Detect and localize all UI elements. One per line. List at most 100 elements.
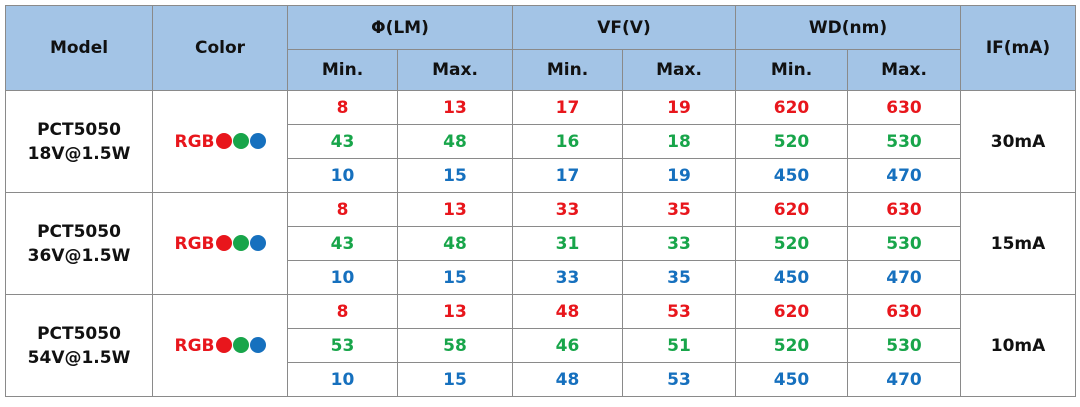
header-cell: Model — [5, 5, 153, 91]
value-cell: 17 — [512, 90, 623, 125]
model-cell: PCT5050 54V@1.5W — [5, 294, 153, 397]
model-text: PCT5050 — [37, 119, 121, 140]
value-cell: 450 — [735, 158, 848, 193]
color-text: RGB — [174, 131, 215, 152]
body-row: 43 48 31 33 520 530 — [6, 226, 1076, 261]
model-text: 54V@1.5W — [27, 347, 131, 368]
value-cell: 51 — [622, 328, 736, 363]
value-cell: 530 — [847, 124, 961, 159]
value-cell: 8 — [287, 90, 398, 125]
value-cell: 13 — [397, 294, 513, 329]
header-group: WD(nm) — [735, 5, 961, 50]
value-cell: 8 — [287, 192, 398, 227]
value-cell: 48 — [397, 226, 513, 261]
model-text: PCT5050 — [37, 323, 121, 344]
color-dot — [232, 132, 249, 149]
color-dot — [249, 336, 266, 353]
color-cell: RGB — [152, 90, 288, 193]
header-sub: Min. — [735, 49, 848, 91]
value-cell: 46 — [512, 328, 623, 363]
value-cell: 10 — [287, 158, 398, 193]
color-text: RGB — [174, 335, 215, 356]
model-text: 36V@1.5W — [27, 245, 131, 266]
value-cell: 470 — [847, 362, 961, 397]
value-cell: 8 — [287, 294, 398, 329]
value-cell: 33 — [512, 192, 623, 227]
value-cell: 35 — [622, 192, 736, 227]
header-group: VF(V) — [512, 5, 736, 50]
body-row: 43 48 16 18 520 530 — [6, 124, 1076, 159]
value-cell: 19 — [622, 90, 736, 125]
current-cell: 10mA — [960, 294, 1076, 397]
value-cell: 10 — [287, 362, 398, 397]
value-cell: 19 — [622, 158, 736, 193]
color-dot — [215, 132, 232, 149]
model-cell: PCT5050 18V@1.5W — [5, 90, 153, 193]
color-dot — [215, 234, 232, 251]
value-cell: 53 — [622, 362, 736, 397]
header-sub: Max. — [397, 49, 513, 91]
value-cell: 35 — [622, 260, 736, 295]
color-dot — [249, 234, 266, 251]
current-cell: 15mA — [960, 192, 1076, 295]
color-cell: RGB — [152, 192, 288, 295]
color-dot — [249, 132, 266, 149]
header-row: Model Color Φ(LM) VF(V) WD(nm) IF(mA) — [5, 5, 1076, 91]
value-cell: 620 — [735, 294, 848, 329]
value-cell: 58 — [397, 328, 513, 363]
value-cell: 470 — [847, 260, 961, 295]
value-cell: 630 — [847, 294, 961, 329]
value-cell: 520 — [735, 226, 848, 261]
body-row: 10 15 17 19 450 470 — [6, 158, 1076, 193]
value-cell: 530 — [847, 226, 961, 261]
header-cell: IF(mA) — [960, 5, 1076, 91]
body-row: PCT5050 36V@1.5W RGB 8 13 33 35 620 630 15mA — [5, 192, 1076, 295]
value-cell: 13 — [397, 192, 513, 227]
header-sub: Min. — [512, 49, 623, 91]
header-group: Φ(LM) — [287, 5, 513, 50]
value-cell: 520 — [735, 328, 848, 363]
value-cell: 53 — [622, 294, 736, 329]
body-row: PCT5050 54V@1.5W RGB 8 13 48 53 620 630 10mA — [5, 294, 1076, 397]
value-cell: 17 — [512, 158, 623, 193]
body-row: 10 15 48 53 450 470 — [6, 362, 1076, 397]
body-row: PCT5050 18V@1.5W RGB 8 13 17 19 620 630 30mA — [5, 90, 1076, 193]
value-cell: 10 — [287, 260, 398, 295]
header-cell: Color — [152, 5, 288, 91]
value-cell: 520 — [735, 124, 848, 159]
color-dot — [232, 234, 249, 251]
value-cell: 530 — [847, 328, 961, 363]
header-row: Min. Max. Min. Max. Min. Max. — [6, 49, 1076, 91]
value-cell: 630 — [847, 192, 961, 227]
value-cell: 15 — [397, 362, 513, 397]
header-sub: Max. — [847, 49, 961, 91]
color-dot — [232, 336, 249, 353]
value-cell: 43 — [287, 226, 398, 261]
value-cell: 43 — [287, 124, 398, 159]
color-text: RGB — [174, 233, 215, 254]
value-cell: 48 — [397, 124, 513, 159]
body-row: 10 15 33 35 450 470 — [6, 260, 1076, 295]
value-cell: 48 — [512, 294, 623, 329]
value-cell: 31 — [512, 226, 623, 261]
value-cell: 18 — [622, 124, 736, 159]
value-cell: 13 — [397, 90, 513, 125]
value-cell: 450 — [735, 362, 848, 397]
value-cell: 33 — [512, 260, 623, 295]
value-cell: 15 — [397, 158, 513, 193]
value-cell: 630 — [847, 90, 961, 125]
model-text: PCT5050 — [37, 221, 121, 242]
model-cell: PCT5050 36V@1.5W — [5, 192, 153, 295]
header-sub: Min. — [287, 49, 398, 91]
spec-table: Model Color Φ(LM) VF(V) WD(nm) IF(mA) Min. Max.… — [5, 5, 1076, 397]
value-cell: 48 — [512, 362, 623, 397]
value-cell: 470 — [847, 158, 961, 193]
value-cell: 620 — [735, 90, 848, 125]
value-cell: 16 — [512, 124, 623, 159]
value-cell: 53 — [287, 328, 398, 363]
value-cell: 450 — [735, 260, 848, 295]
value-cell: 33 — [622, 226, 736, 261]
value-cell: 620 — [735, 192, 848, 227]
header-sub: Max. — [622, 49, 736, 91]
current-cell: 30mA — [960, 90, 1076, 193]
